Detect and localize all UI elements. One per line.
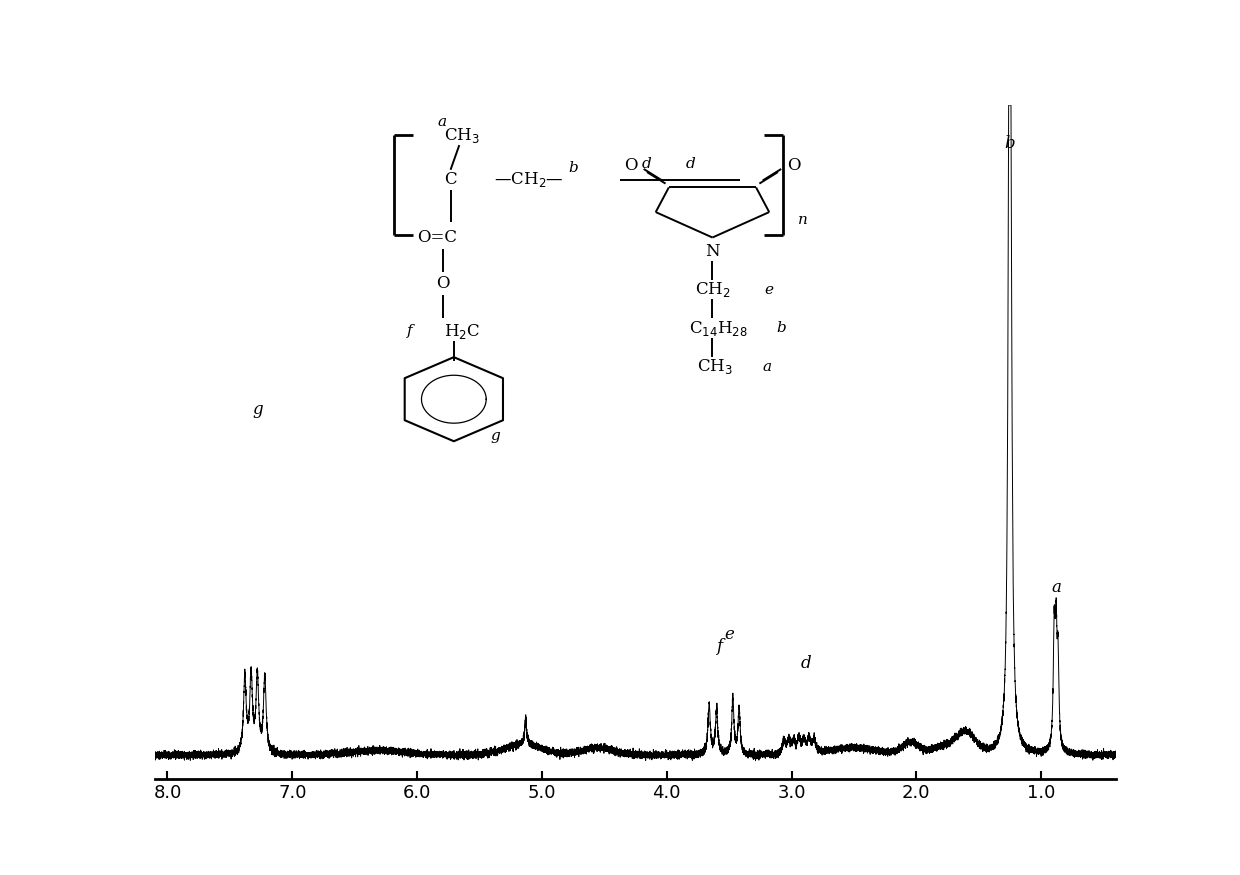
Text: H$_2$C: H$_2$C [444, 322, 481, 341]
Text: O: O [787, 158, 801, 174]
Text: e: e [724, 626, 734, 643]
Text: a: a [1052, 578, 1061, 596]
Text: C: C [444, 172, 456, 188]
Text: a: a [438, 115, 446, 129]
Text: d: d [801, 655, 812, 672]
Text: N: N [706, 243, 719, 260]
Text: b: b [1004, 136, 1016, 152]
Text: a: a [763, 360, 771, 374]
Text: O=C: O=C [418, 229, 458, 246]
Text: g: g [491, 429, 500, 443]
Text: O: O [624, 158, 637, 174]
Text: —CH$_2$—: —CH$_2$— [495, 171, 564, 189]
Text: e: e [765, 283, 774, 297]
Text: O: O [436, 276, 450, 292]
Text: C$_{14}$H$_{28}$: C$_{14}$H$_{28}$ [688, 318, 748, 338]
Text: d: d [686, 158, 696, 172]
Text: CH$_2$: CH$_2$ [694, 280, 730, 299]
Text: g: g [252, 402, 263, 418]
Text: CH$_3$: CH$_3$ [444, 126, 480, 144]
Text: d: d [642, 158, 652, 172]
Text: f: f [715, 638, 722, 654]
Text: b: b [568, 161, 578, 175]
Text: f: f [408, 325, 413, 339]
Text: b: b [776, 321, 786, 335]
Text: CH$_3$: CH$_3$ [697, 357, 733, 376]
Text: n: n [799, 213, 808, 227]
